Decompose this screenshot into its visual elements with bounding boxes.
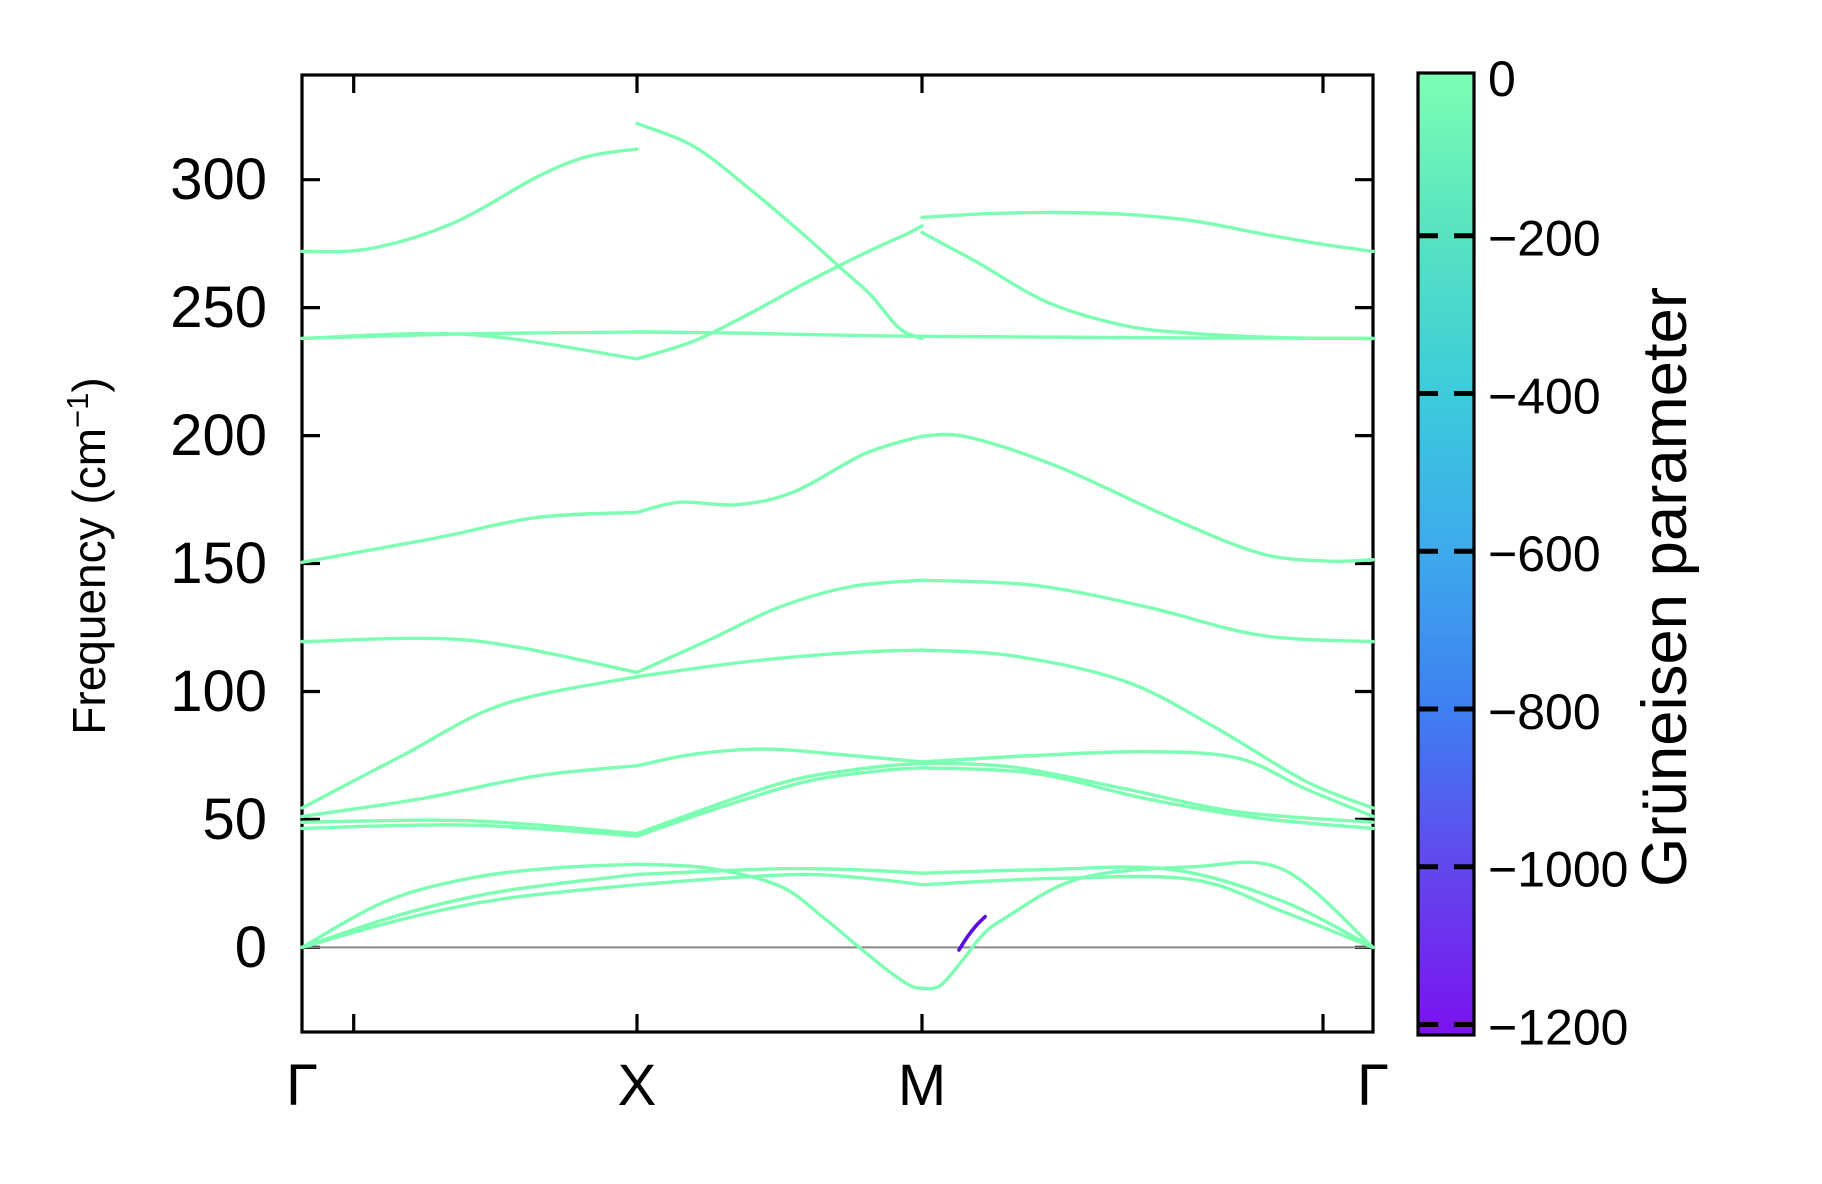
svg-text:300: 300 [170, 147, 267, 212]
svg-text:−1200: −1200 [1488, 999, 1628, 1055]
svg-text:−200: −200 [1488, 211, 1601, 267]
svg-text:Γ: Γ [286, 1053, 318, 1118]
svg-text:200: 200 [170, 403, 267, 468]
svg-text:150: 150 [170, 531, 267, 596]
svg-text:0: 0 [235, 915, 267, 980]
svg-text:−400: −400 [1488, 368, 1601, 424]
svg-text:0: 0 [1488, 51, 1516, 107]
svg-text:Frequency (cm−1): Frequency (cm−1) [60, 377, 116, 734]
svg-text:Γ: Γ [1357, 1053, 1389, 1118]
svg-text:−800: −800 [1488, 684, 1601, 740]
svg-text:Grüneisen parameter: Grüneisen parameter [1630, 287, 1700, 887]
svg-text:−600: −600 [1488, 526, 1601, 582]
svg-text:−1000: −1000 [1488, 842, 1628, 898]
svg-text:X: X [618, 1053, 657, 1118]
svg-text:M: M [898, 1053, 946, 1118]
svg-text:100: 100 [170, 659, 267, 724]
svg-text:250: 250 [170, 275, 267, 340]
svg-text:50: 50 [202, 787, 267, 852]
